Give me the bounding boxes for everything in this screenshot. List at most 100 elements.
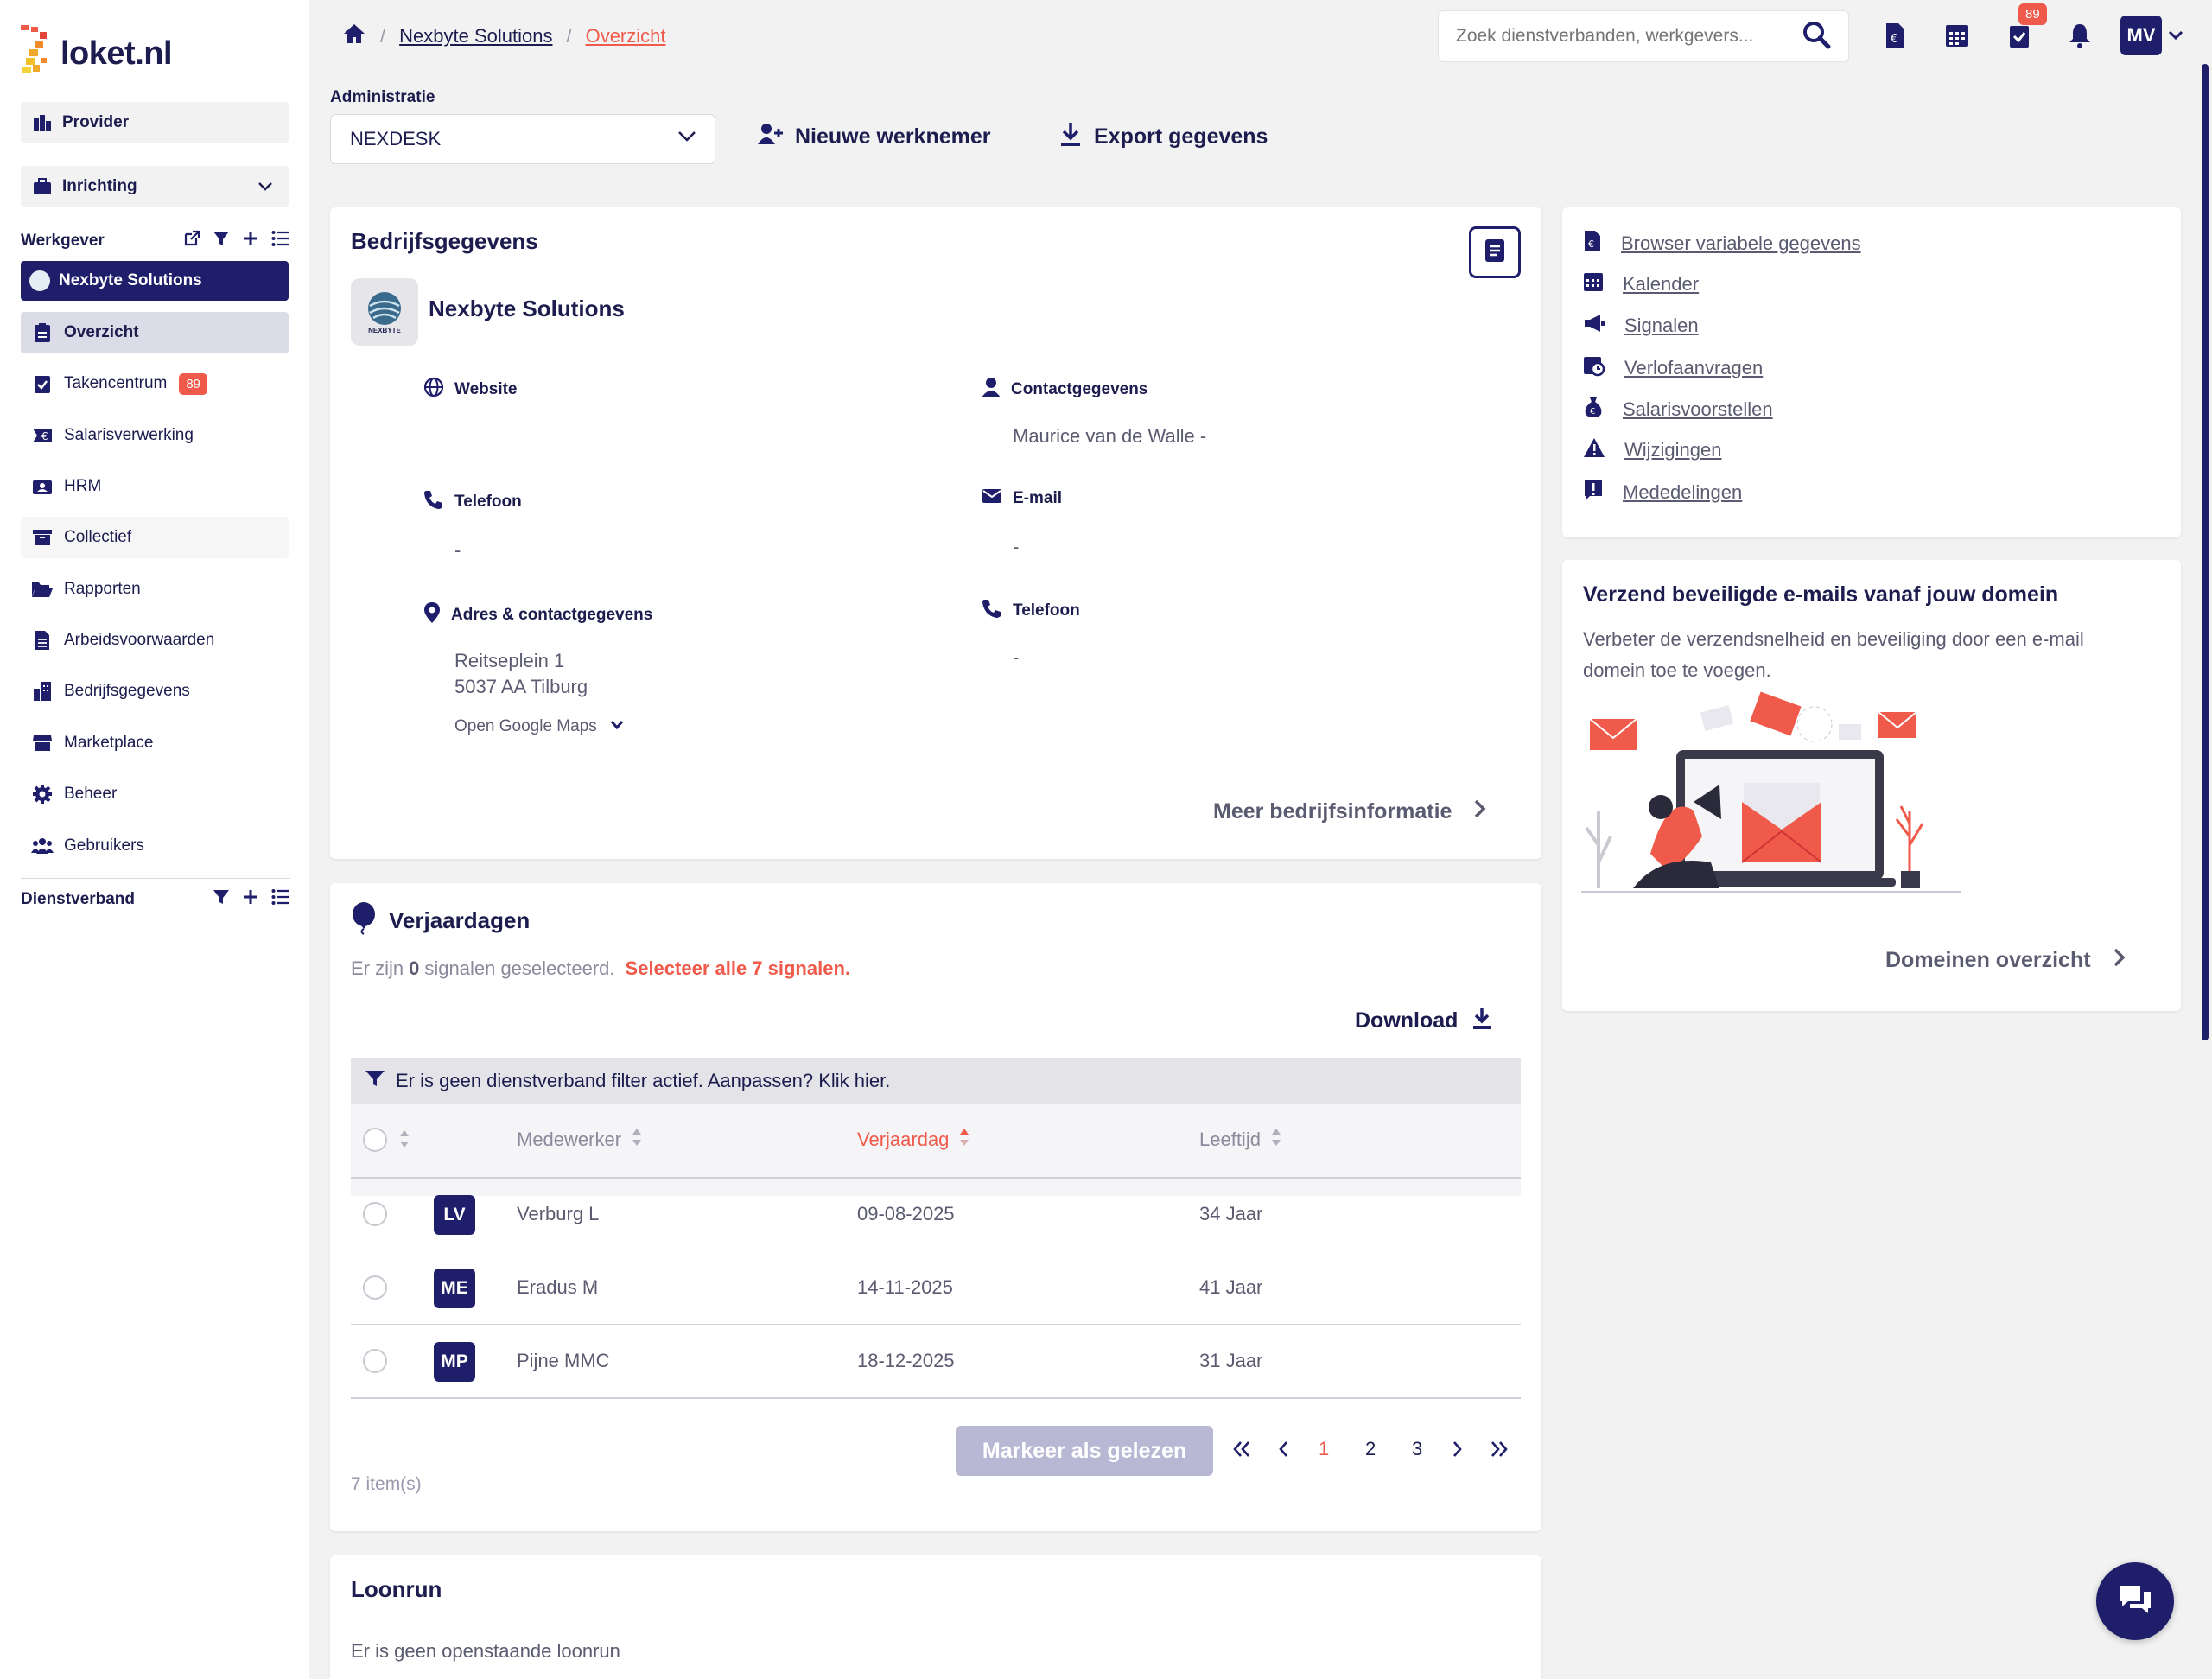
quicklink-label: Wijzigingen: [1624, 439, 1722, 461]
filter-notice[interactable]: Er is geen dienstverband filter actief. …: [351, 1058, 1521, 1104]
select-all-checkbox[interactable]: [363, 1128, 387, 1152]
sidebar-item-overzicht[interactable]: Overzicht: [21, 312, 289, 353]
sidebar-item-hrm[interactable]: HRM: [21, 466, 289, 507]
user-avatar[interactable]: MV: [2120, 16, 2162, 55]
search-box[interactable]: [1438, 10, 1849, 62]
page-2[interactable]: 2: [1365, 1438, 1376, 1460]
first-page-icon[interactable]: [1232, 1440, 1251, 1463]
row-checkbox[interactable]: [363, 1202, 387, 1226]
exclamation-icon: [1583, 479, 1604, 506]
breadcrumb-current[interactable]: Overzicht: [585, 25, 666, 47]
row-checkbox[interactable]: [363, 1275, 387, 1300]
breadcrumb-employer-link[interactable]: Nexbyte Solutions: [399, 25, 553, 47]
new-employee-button[interactable]: Nieuwe werknemer: [757, 119, 991, 154]
task-check-icon[interactable]: [2003, 19, 2036, 52]
chat-button[interactable]: [2096, 1562, 2174, 1640]
more-company-info-label: Meer bedrijfsinformatie: [1213, 799, 1452, 824]
column-header-medewerker[interactable]: Medewerker: [517, 1127, 642, 1153]
sidebar-item-gebruikers[interactable]: Gebruikers: [21, 825, 289, 867]
sidebar-item-bedrijfsgegevens[interactable]: Bedrijfsgegevens: [21, 671, 289, 712]
select-all-link[interactable]: Selecteer alle 7 signalen.: [625, 957, 851, 979]
breadcrumb-separator: /: [380, 25, 386, 47]
selection-pre: Er zijn: [351, 957, 404, 979]
chevron-right-icon: [2112, 947, 2127, 974]
more-company-info-link[interactable]: Meer bedrijfsinformatie: [1213, 798, 1488, 825]
sort-icon[interactable]: [399, 1129, 410, 1154]
google-maps-toggle[interactable]: Open Google Maps: [454, 717, 625, 736]
id-card-icon: [31, 475, 54, 498]
column-header-leeftijd[interactable]: Leeftijd: [1199, 1127, 1281, 1153]
filter-icon[interactable]: [213, 230, 230, 252]
column-header-verjaardag[interactable]: Verjaardag: [857, 1127, 969, 1153]
sidebar-item-beheer[interactable]: Beheer: [21, 773, 289, 815]
quicklink-browser-variabele[interactable]: € Browser variabele gegevens: [1583, 230, 1861, 258]
sidebar-item-marketplace[interactable]: Marketplace: [21, 722, 289, 764]
table-divider: [351, 1177, 1521, 1179]
quicklink-salarisvoorstellen[interactable]: € Salarisvoorstellen: [1583, 396, 1773, 423]
last-page-icon[interactable]: [1490, 1440, 1509, 1463]
page-1[interactable]: 1: [1319, 1438, 1330, 1460]
birthdays-header: Verjaardagen: [351, 902, 530, 939]
inrichting-dropdown[interactable]: Inrichting: [21, 166, 289, 207]
domains-overview-link[interactable]: Domeinen overzicht: [1885, 947, 2127, 974]
sidebar-item-collectief[interactable]: Collectief: [21, 517, 289, 558]
svg-text:€: €: [1891, 33, 1897, 46]
werkgever-title: Werkgever: [21, 232, 105, 250]
filter-icon[interactable]: [213, 888, 230, 911]
sidebar-item-rapporten[interactable]: Rapporten: [21, 569, 289, 610]
chevron-down-icon[interactable]: [2167, 28, 2184, 48]
quicklink-signalen[interactable]: Signalen: [1583, 313, 1699, 339]
website-label: Website: [423, 377, 518, 403]
sidebar-item-takencentrum[interactable]: Takencentrum 89: [21, 363, 289, 404]
page-3[interactable]: 3: [1412, 1438, 1423, 1460]
birthday-date: 14-11-2025: [857, 1276, 953, 1298]
external-link-icon[interactable]: [183, 230, 200, 252]
search-input[interactable]: [1456, 26, 1784, 47]
administratie-select[interactable]: NEXDESK: [330, 114, 715, 164]
file-euro-icon[interactable]: €: [1878, 19, 1911, 52]
previous-page-icon[interactable]: [1277, 1440, 1289, 1463]
next-page-icon[interactable]: [1452, 1440, 1464, 1463]
loonrun-title: Loonrun: [351, 1576, 442, 1602]
items-count: 7 item(s): [351, 1474, 422, 1494]
provider-button[interactable]: Provider: [21, 102, 289, 143]
plus-icon[interactable]: [242, 230, 259, 252]
table-header-bg: [351, 1104, 1521, 1196]
plus-icon[interactable]: [242, 888, 259, 911]
row-checkbox[interactable]: [363, 1349, 387, 1373]
home-icon[interactable]: [342, 22, 366, 50]
phone-value: -: [454, 539, 461, 561]
quicklink-kalender[interactable]: Kalender: [1583, 271, 1699, 297]
calendar-icon[interactable]: [1941, 19, 1974, 52]
dienstverband-title: Dienstverband: [21, 890, 135, 908]
active-employer[interactable]: Nexbyte Solutions: [21, 261, 289, 301]
export-button[interactable]: Export gegevens: [1059, 119, 1268, 154]
sidebar-divider: [21, 878, 290, 879]
employer-avatar: [29, 270, 50, 291]
breadcrumb: / Nexbyte Solutions / Overzicht: [342, 22, 666, 50]
phone2-value: -: [1013, 646, 1020, 668]
logo[interactable]: loket.nl: [19, 19, 173, 88]
birthday-date: 18-12-2025: [857, 1350, 955, 1371]
sidebar-item-arbeidsvoorwaarden[interactable]: Arbeidsvoorwaarden: [21, 620, 289, 661]
calendar-icon: [1583, 271, 1604, 297]
list-icon[interactable]: [271, 888, 290, 911]
search-icon[interactable]: [1802, 20, 1831, 54]
notes-button[interactable]: [1469, 226, 1521, 278]
page-scrollbar[interactable]: [2202, 64, 2209, 1040]
loket-logo-icon: [21, 25, 47, 73]
download-button[interactable]: Download: [1355, 1006, 1492, 1036]
dienstverband-section: Dienstverband: [21, 888, 290, 911]
quicklink-verlofaanvragen[interactable]: Verlofaanvragen: [1583, 354, 1763, 382]
quicklink-mededelingen[interactable]: Mededelingen: [1583, 479, 1742, 506]
sidebar-item-salarisverwerking[interactable]: € Salarisverwerking: [21, 415, 289, 456]
sidebar-item-label: Overzicht: [64, 323, 139, 341]
employee-initials: LV: [434, 1195, 475, 1235]
document-icon: [31, 629, 54, 652]
mark-as-read-button[interactable]: Markeer als gelezen: [956, 1426, 1213, 1476]
quicklink-wijzigingen[interactable]: Wijzigingen: [1583, 437, 1722, 463]
user-icon: [982, 377, 1001, 403]
list-icon[interactable]: [271, 230, 290, 252]
bell-icon[interactable]: [2063, 19, 2096, 52]
table-divider: [351, 1397, 1521, 1399]
